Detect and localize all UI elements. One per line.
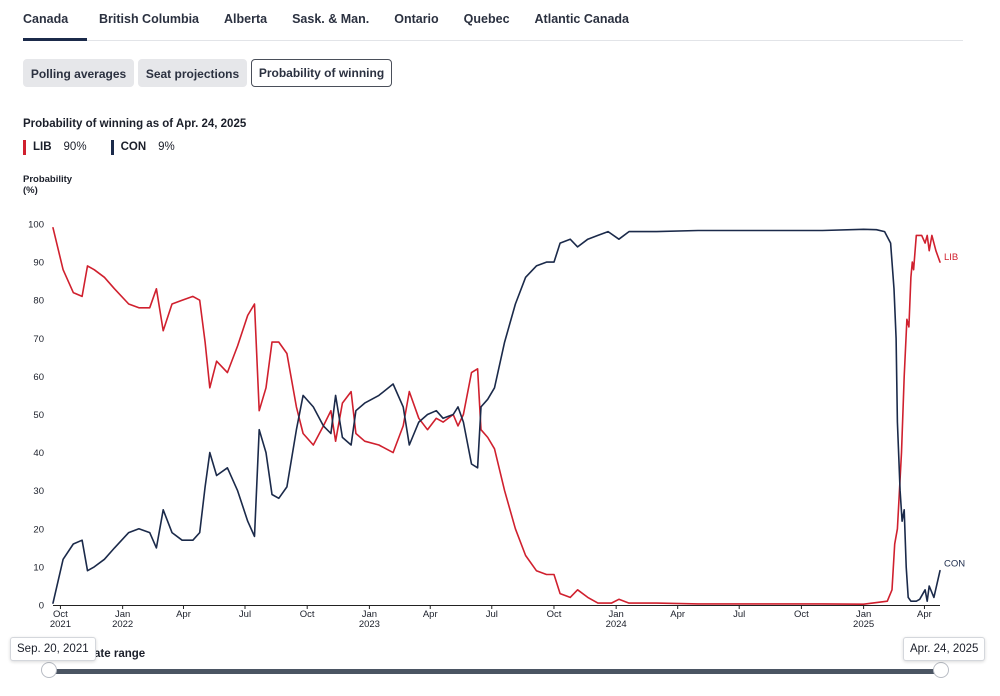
x-tick-label: Jul	[239, 609, 251, 620]
tab-ontario[interactable]: Ontario	[394, 12, 439, 26]
lib-swatch	[23, 139, 26, 155]
polling-averages-button[interactable]: Polling averages	[23, 59, 134, 87]
legend-con-value: 9%	[158, 141, 175, 153]
legend-con-label: CON	[120, 141, 147, 153]
range-end-date: Apr. 24, 2025	[903, 637, 986, 661]
tab-sask-man[interactable]: Sask. & Man.	[292, 12, 370, 26]
legend: LIB 90% CON 9%	[23, 139, 199, 155]
date-range-track[interactable]	[48, 669, 941, 674]
y-tick-label: 100	[28, 220, 44, 231]
y-tick-label: 10	[33, 562, 44, 573]
x-tick-label: Apr	[176, 609, 191, 620]
legend-lib-label: LIB	[33, 141, 52, 153]
x-tick-label: Jul	[486, 609, 498, 620]
x-tick-label: Apr	[423, 609, 438, 620]
tab-alberta[interactable]: Alberta	[224, 12, 268, 26]
x-tick-year-label: 2021	[50, 619, 71, 630]
y-tick-label: 60	[33, 372, 44, 383]
con-series-line	[52, 228, 941, 604]
x-tick-label: Oct	[53, 609, 68, 620]
x-tick-label: Oct	[547, 609, 562, 620]
x-tick-year-label: 2022	[112, 619, 133, 630]
x-tick-year-label: 2023	[359, 619, 380, 630]
probability-of-winning-button[interactable]: Probability of winning	[251, 59, 392, 87]
x-tick-label: Jan	[362, 609, 377, 620]
x-tick-year-label: 2024	[606, 619, 627, 630]
x-tick-label: Jan	[115, 609, 130, 620]
y-tick-label: 80	[33, 296, 44, 307]
con-end-label: CON	[944, 559, 965, 570]
x-tick-label: Apr	[670, 609, 685, 620]
y-tick-label: 70	[33, 334, 44, 345]
y-tick-label: 0	[39, 601, 44, 612]
x-tick-label: Jul	[733, 609, 745, 620]
y-axis-label: Probability (%)	[23, 174, 83, 196]
x-tick-label: Oct	[300, 609, 315, 620]
chart-title: Probability of winning as of Apr. 24, 20…	[23, 118, 247, 130]
seat-projections-button[interactable]: Seat projections	[138, 59, 247, 87]
y-tick-label: 50	[33, 410, 44, 421]
legend-lib-value: 90%	[63, 141, 87, 153]
region-tabs: Canada British Columbia Alberta Sask. & …	[23, 0, 963, 41]
tab-canada[interactable]: Canada	[23, 0, 87, 41]
date-range-label: date range	[87, 648, 146, 660]
tab-british-columbia[interactable]: British Columbia	[99, 12, 200, 26]
y-axis-label-line-2: (%)	[23, 185, 38, 196]
x-tick-year-label: 2025	[853, 619, 874, 630]
x-tick-label: Apr	[917, 609, 932, 620]
range-start-handle[interactable]	[41, 662, 57, 678]
x-tick-label: Jan	[856, 609, 871, 620]
y-axis-label-line-1: Probability	[23, 174, 73, 185]
lib-end-label: LIB	[944, 252, 958, 263]
lib-series-line	[52, 227, 941, 605]
con-swatch	[110, 139, 114, 155]
tab-atlantic-canada[interactable]: Atlantic Canada	[534, 12, 629, 26]
x-tick-label: Oct	[794, 609, 809, 620]
y-tick-label: 30	[33, 486, 44, 497]
y-tick-label: 40	[33, 448, 44, 459]
y-tick-label: 20	[33, 524, 44, 535]
x-tick-label: Jan	[608, 609, 623, 620]
y-tick-label: 90	[33, 258, 44, 269]
tab-quebec[interactable]: Quebec	[463, 12, 510, 26]
range-start-date: Sep. 20, 2021	[10, 637, 96, 661]
range-end-handle[interactable]	[933, 662, 949, 678]
